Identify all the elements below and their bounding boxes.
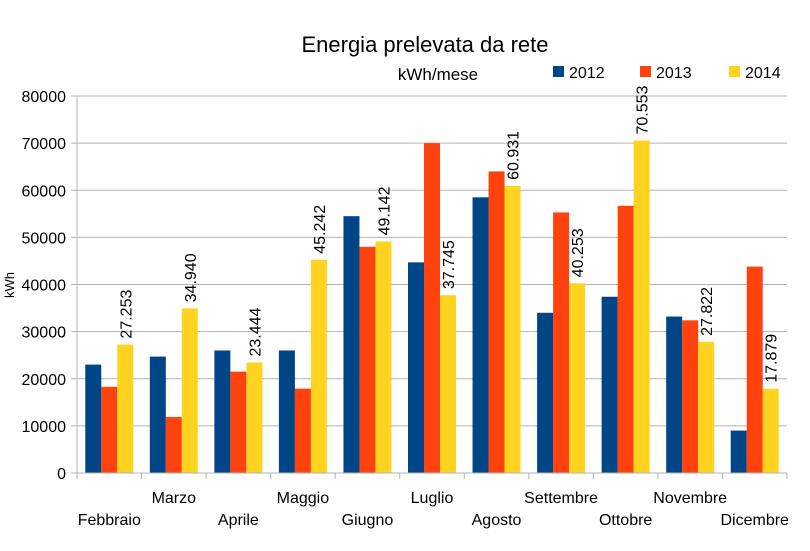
bar-2013-Febbraio — [101, 386, 118, 473]
chart-subtitle: kWh/mese — [398, 65, 478, 84]
y-tick-label: 50000 — [22, 230, 67, 247]
data-label: 23.444 — [247, 307, 264, 356]
y-tick-label: 10000 — [22, 419, 67, 436]
bar-2014-Febbraio — [117, 344, 134, 473]
y-tick-label: 20000 — [22, 372, 67, 389]
legend-label: 2013 — [656, 65, 692, 82]
bar-2014-Ottobre — [633, 140, 650, 473]
bar-2013-Giugno — [359, 246, 376, 473]
data-label: 17.879 — [764, 334, 781, 383]
data-label: 45.242 — [312, 205, 329, 254]
bar-2014-Novembre — [698, 341, 715, 473]
bar-2014-Giugno — [375, 241, 392, 473]
bar-2012-Maggio — [278, 350, 295, 473]
bar-2014-Marzo — [181, 308, 198, 473]
x-tick-label: Agosto — [472, 512, 522, 529]
x-tick-label: Ottobre — [599, 512, 652, 529]
bar-2013-Marzo — [165, 416, 182, 473]
legend: 2012 2013 2014 — [553, 65, 781, 82]
x-tick-label: Febbraio — [78, 512, 141, 529]
legend-swatch-2014 — [729, 66, 740, 77]
x-axis-ticks: Febbraio Marzo Aprile Maggio Giugno Luglio Ago… — [76, 472, 789, 529]
y-tick-label: 0 — [57, 466, 66, 483]
y-tick-label: 70000 — [22, 136, 67, 153]
bar-2012-Novembre — [666, 316, 683, 473]
bar-2013-Ottobre — [617, 205, 634, 473]
bar-2012-Settembre — [537, 312, 554, 473]
legend-label: 2014 — [745, 65, 781, 82]
x-tick-label: Luglio — [411, 490, 454, 507]
data-label: 37.745 — [441, 240, 458, 289]
bar-2014-Agosto — [504, 185, 521, 473]
bar-2012-Giugno — [343, 216, 360, 473]
bar-2013-Agosto — [488, 171, 505, 473]
y-axis-label: kWh — [2, 272, 17, 298]
bar-2014-Luglio — [440, 295, 456, 473]
x-tick-label: Novembre — [653, 490, 727, 507]
x-tick-label: Settembre — [524, 490, 598, 507]
bar-2014-Maggio — [310, 259, 327, 473]
bar-2013-Aprile — [230, 371, 247, 473]
x-tick-label: Aprile — [218, 512, 259, 529]
bar-2012-Dicembre — [730, 430, 747, 473]
y-tick-label: 80000 — [22, 89, 67, 106]
bar-2012-Agosto — [472, 197, 489, 473]
legend-swatch-2012 — [553, 66, 564, 77]
bar-2013-Luglio — [424, 143, 440, 473]
bar-2013-Settembre — [553, 212, 570, 473]
x-tick-label: Marzo — [152, 490, 197, 507]
data-label: 27.253 — [118, 290, 135, 339]
x-tick-label: Giugno — [342, 512, 394, 529]
bar-2012-Febbraio — [85, 364, 102, 473]
bar-2013-Novembre — [682, 320, 699, 473]
data-label: 34.940 — [183, 253, 200, 302]
bar-2014-Dicembre — [762, 388, 779, 473]
y-tick-label: 30000 — [22, 325, 67, 342]
data-label: 27.822 — [699, 287, 716, 336]
bar-2013-Dicembre — [746, 266, 763, 473]
data-label: 40.253 — [570, 228, 587, 277]
data-label: 70.553 — [635, 85, 652, 134]
y-tick-label: 60000 — [22, 183, 67, 200]
bar-2012-Marzo — [149, 356, 166, 473]
y-tick-label: 40000 — [22, 278, 67, 295]
bar-2012-Luglio — [408, 262, 424, 473]
data-label: 60.931 — [506, 131, 523, 180]
bar-2014-Aprile — [246, 362, 263, 473]
x-tick-label: Dicembre — [720, 512, 789, 529]
y-axis-ticks: 0 10000 20000 30000 40000 50000 60000 70000 8000… — [22, 89, 67, 483]
data-labels: 27.253 34.940 23.444 45.242 49.142 37.745 60.9… — [118, 85, 780, 382]
legend-label: 2012 — [569, 65, 605, 82]
x-tick-label: Maggio — [277, 490, 330, 507]
bar-2012-Ottobre — [601, 296, 618, 473]
bar-2014-Settembre — [569, 283, 586, 473]
chart-title: Energia prelevata da rete — [301, 32, 548, 57]
bars — [85, 140, 779, 473]
bar-2013-Maggio — [294, 388, 311, 473]
bar-2012-Aprile — [214, 350, 231, 473]
legend-swatch-2013 — [640, 66, 651, 77]
data-label: 49.142 — [376, 186, 393, 235]
